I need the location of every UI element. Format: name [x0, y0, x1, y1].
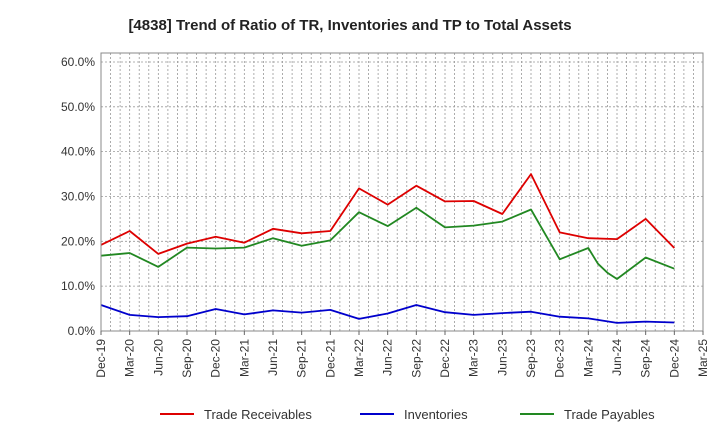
y-tick-label: 30.0% — [61, 189, 95, 203]
y-tick-label: 60.0% — [61, 55, 95, 69]
x-tick-label: Sep-21 — [295, 339, 309, 378]
legend-label-trade-receivables: Trade Receivables — [204, 407, 312, 422]
y-tick-label: 0.0% — [68, 324, 96, 338]
y-tick-label: 40.0% — [61, 145, 95, 159]
series-lines — [100, 173, 675, 324]
grid — [101, 53, 703, 331]
x-tick-label: Jun-24 — [610, 339, 624, 376]
plot-frame — [100, 52, 704, 332]
x-tick-label: Mar-22 — [352, 339, 366, 377]
x-axis: Dec-19 Mar-20 Jun-20 Sep-20 Dec-20 Mar-21 Jun-… — [94, 331, 710, 378]
x-tick-label: Sep-24 — [639, 339, 653, 378]
x-tick-label: Jun-23 — [495, 339, 509, 376]
legend-label-inventories: Inventories — [404, 407, 468, 422]
x-tick-label: Dec-20 — [209, 339, 223, 378]
x-tick-label: Jun-22 — [381, 339, 395, 376]
x-tick-label: Sep-23 — [524, 339, 538, 378]
chart-title: [4838] Trend of Ratio of TR, Inventories… — [128, 17, 571, 34]
x-tick-label: Dec-22 — [438, 339, 452, 378]
x-tick-label: Sep-22 — [409, 339, 423, 378]
x-tick-label: Mar-21 — [237, 339, 251, 377]
x-tick-label: Mar-23 — [467, 339, 481, 377]
x-tick-label: Jun-21 — [266, 339, 280, 376]
x-tick-label: Mar-25 — [696, 339, 710, 377]
x-tick-label: Jun-20 — [151, 339, 165, 376]
y-tick-label: 50.0% — [61, 100, 95, 114]
y-axis: 0.0% 10.0% 20.0% 30.0% 40.0% 50.0% 60.0% — [61, 55, 95, 338]
legend: Trade Receivables Inventories Trade Payabl… — [160, 407, 655, 422]
y-tick-label: 10.0% — [61, 279, 95, 293]
legend-label-trade-payables: Trade Payables — [564, 407, 655, 422]
x-tick-label: Mar-24 — [581, 339, 595, 377]
x-tick-label: Dec-24 — [667, 339, 681, 378]
x-tick-label: Dec-19 — [94, 339, 108, 378]
x-tick-label: Dec-21 — [323, 339, 337, 378]
series-line-trade-receivables — [100, 173, 675, 255]
y-tick-label: 20.0% — [61, 234, 95, 248]
series-line-trade-payables — [100, 206, 675, 280]
x-tick-label: Mar-20 — [123, 339, 137, 377]
x-tick-label: Dec-23 — [553, 339, 567, 378]
x-tick-label: Sep-20 — [180, 339, 194, 378]
series-line-inventories — [100, 304, 675, 324]
